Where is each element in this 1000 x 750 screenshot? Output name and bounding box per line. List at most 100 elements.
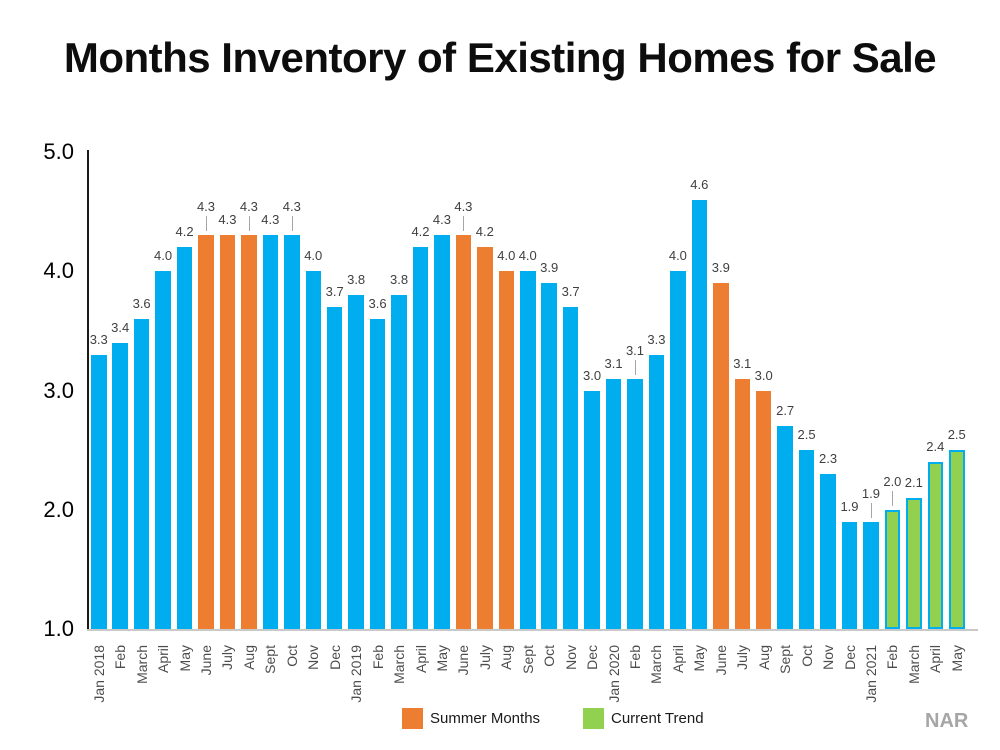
x-axis-label: Jan 2019	[348, 645, 365, 703]
current-trend-swatch	[583, 708, 604, 729]
bar-value-label: 3.9	[540, 260, 559, 276]
x-axis-line	[87, 629, 978, 631]
y-tick-label: 3.0	[43, 377, 74, 403]
bar-march-2021	[906, 497, 922, 629]
x-axis-label: Jan 2020	[605, 645, 622, 703]
x-axis-label: March	[648, 645, 665, 684]
bar-value-label: 4.0	[668, 248, 687, 264]
bar-value-label: 4.3	[432, 212, 451, 228]
y-axis-line	[87, 150, 89, 631]
bar-value-label: 4.2	[175, 224, 194, 240]
label-leader-line	[635, 359, 636, 375]
x-axis-label: May	[948, 645, 965, 672]
bar-value-label: 3.4	[111, 319, 130, 335]
x-axis-label: Oct	[541, 645, 558, 667]
bar-aug-2019	[498, 271, 515, 629]
bar-feb-2021	[884, 509, 901, 629]
x-axis-label: Feb	[369, 645, 386, 670]
bar-may-2020	[691, 199, 708, 629]
y-tick-label: 5.0	[43, 139, 74, 164]
bar-value-label: 3.6	[132, 295, 151, 311]
x-axis-label: Sept	[777, 645, 794, 674]
bar-oct-2020	[798, 450, 815, 629]
bar-aug-2020	[755, 390, 772, 629]
bar-value-label: 4.0	[518, 248, 537, 264]
bar-value-label: 3.1	[604, 355, 623, 371]
x-axis-label: Aug	[240, 645, 257, 670]
bar-value-label: 1.9	[840, 498, 859, 514]
bar-dec-2018	[326, 307, 343, 629]
bar-june-2018	[198, 235, 214, 629]
bar-march-2018	[133, 318, 150, 629]
x-axis-label: Dec	[584, 645, 601, 670]
bar-value-label: 4.0	[154, 248, 173, 264]
bar-jan-2021-2021	[863, 521, 879, 629]
x-axis-label: April	[412, 645, 429, 674]
x-axis-label: July	[734, 645, 751, 670]
bar-value-label: 3.8	[390, 272, 409, 288]
bar-feb-2018	[112, 342, 128, 629]
x-axis-label: Oct	[283, 645, 300, 667]
x-axis-label: Dec	[326, 645, 343, 670]
x-axis-label: Nov	[820, 645, 837, 670]
bar-value-label: 4.3	[282, 199, 301, 215]
x-axis-label: Aug	[498, 645, 515, 670]
bar-value-label: 3.0	[583, 367, 602, 383]
bar-june-2019	[455, 235, 472, 629]
label-leader-line	[248, 216, 250, 232]
bar-value-label: 4.2	[475, 224, 494, 240]
x-axis-label: Feb	[112, 645, 129, 670]
x-axis-label: June	[712, 645, 729, 676]
bar-dec-2019	[584, 390, 600, 629]
bar-jan-2019-2019	[348, 295, 364, 629]
bar-march-2020	[648, 354, 665, 629]
bar-value-label: 3.1	[625, 342, 645, 358]
y-tick-label: 2.0	[43, 496, 74, 522]
chart-legend: Summer Months Current Trend	[0, 708, 1000, 732]
bar-value-label: 4.0	[304, 248, 323, 264]
bar-jan-2020-2020	[605, 378, 622, 629]
x-axis-label: July	[476, 645, 493, 670]
legend-label-summer-months: Summer Months	[430, 710, 541, 727]
bar-july-2019	[477, 247, 493, 629]
bar-nov-2019	[562, 307, 579, 629]
bar-value-label: 3.1	[733, 355, 752, 371]
bar-dec-2020	[841, 521, 858, 629]
x-axis-label: Feb	[884, 645, 901, 670]
x-axis-label: Jan 2021	[862, 645, 879, 703]
bar-value-label: 4.3	[196, 199, 216, 215]
x-axis-label: April	[927, 645, 944, 674]
x-axis-label: Dec	[841, 645, 858, 670]
x-axis-label: April	[155, 645, 172, 674]
x-axis-label: Sept	[519, 645, 536, 674]
bar-value-label: 4.3	[239, 199, 258, 215]
x-axis-label: Nov	[562, 645, 579, 670]
x-axis-label: Aug	[755, 645, 772, 670]
chart-title: Months Inventory of Existing Homes for S…	[63, 34, 937, 81]
bar-value-label: 3.9	[711, 260, 730, 276]
bar-value-label: 4.3	[454, 199, 473, 215]
x-axis-label: June	[455, 645, 472, 676]
bar-oct-2018	[284, 235, 300, 629]
bar-value-label: 2.0	[883, 473, 902, 489]
label-leader-line	[870, 502, 872, 518]
bar-value-label: 2.1	[904, 474, 923, 490]
bar-feb-2020	[627, 378, 643, 629]
bar-value-label: 2.3	[819, 450, 838, 466]
bar-aug-2018	[241, 235, 257, 629]
label-leader-line	[206, 216, 207, 232]
x-axis-label: Feb	[627, 645, 643, 670]
x-axis-label: Oct	[798, 645, 815, 667]
bar-value-label: 3.3	[647, 331, 666, 347]
bar-value-label: 4.2	[411, 224, 430, 240]
bar-april-2019	[412, 247, 429, 629]
bar-value-label: 4.0	[497, 248, 516, 264]
bar-value-label: 3.8	[347, 272, 366, 288]
bar-april-2018	[155, 271, 171, 629]
y-tick-label: 4.0	[43, 258, 74, 284]
label-leader-line	[892, 490, 894, 506]
bar-march-2019	[391, 295, 407, 629]
bar-july-2020	[734, 378, 750, 629]
